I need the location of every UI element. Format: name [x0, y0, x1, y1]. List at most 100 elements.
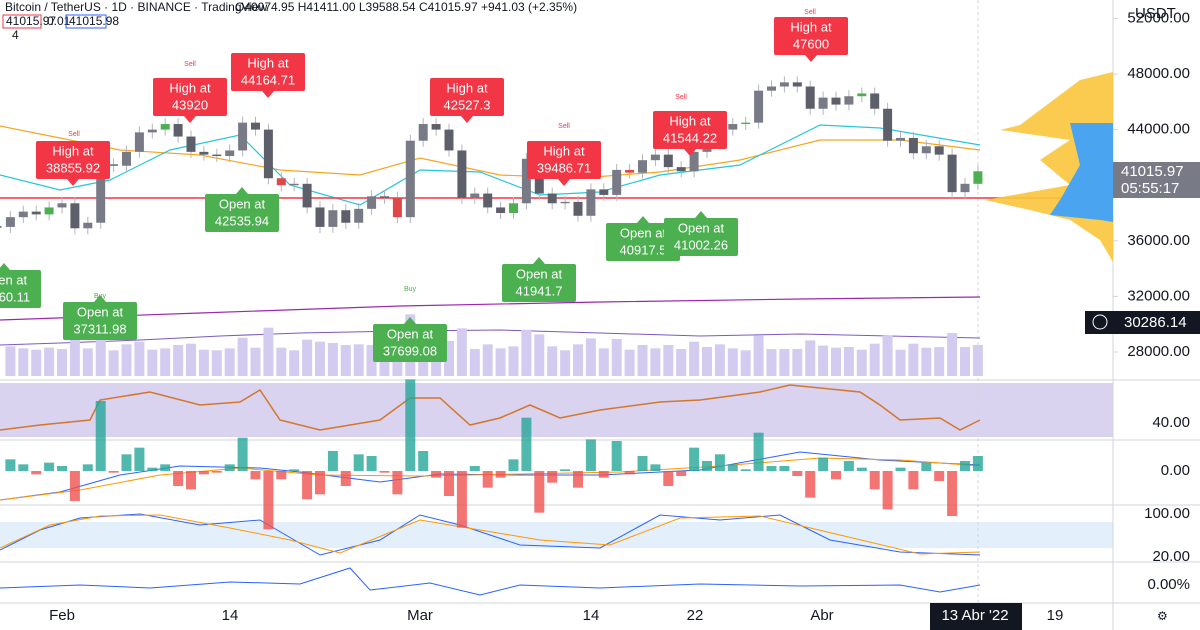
- volume-bar: [921, 347, 932, 376]
- annotation-text: Open at: [387, 326, 434, 341]
- annotation-text: 41941.7: [516, 283, 563, 298]
- volume-bar: [302, 339, 313, 376]
- volume-bar: [676, 349, 687, 376]
- signal: Sell: [558, 123, 570, 130]
- annotation-pointer: [94, 295, 106, 302]
- y-tick-label: 32000.00: [1127, 287, 1190, 304]
- macd-bar: [198, 471, 209, 475]
- annotation-box: [502, 264, 576, 302]
- candle: [263, 129, 273, 179]
- volume-bar: [637, 345, 648, 376]
- candle: [663, 154, 673, 168]
- x-tick-label: 19: [1047, 607, 1064, 624]
- macd-bar: [82, 464, 93, 471]
- macd-bar: [5, 459, 16, 471]
- macd-bar: [134, 447, 145, 471]
- candle: [805, 86, 815, 109]
- volume-bar: [82, 348, 93, 376]
- candle: [380, 196, 389, 198]
- macd-bar: [972, 456, 983, 471]
- macd-bar: [585, 439, 596, 471]
- candle: [728, 124, 738, 130]
- volume-ma: [0, 329, 981, 346]
- candle: [251, 122, 260, 130]
- volume-bar: [689, 341, 700, 376]
- candle: [521, 158, 531, 204]
- annotation-text: High at: [446, 80, 488, 95]
- candle: [792, 82, 802, 87]
- annotation-text: Open at: [516, 266, 563, 281]
- volume-bar: [495, 348, 506, 376]
- last-price-box: [1113, 162, 1200, 198]
- bid: 41015.97: [6, 14, 56, 28]
- spread: 0.01: [47, 14, 71, 28]
- signal: Sell: [675, 94, 687, 101]
- candle: [973, 171, 983, 184]
- y-tick-label: 28000.00: [1127, 343, 1190, 360]
- annotation-text: 40917.5: [620, 242, 667, 257]
- macd-bar: [908, 471, 919, 490]
- indicator-tick-label: 100.00: [1144, 505, 1190, 522]
- candle: [238, 122, 248, 151]
- x-tick-label: 13 Abr '22: [941, 607, 1008, 624]
- candle: [612, 169, 622, 195]
- volume-bar: [908, 343, 919, 376]
- volume-bar: [727, 348, 738, 376]
- candle: [676, 167, 686, 172]
- annotation-text: 38855.92: [46, 160, 100, 175]
- candle: [547, 193, 557, 204]
- volume-bar: [611, 339, 622, 376]
- candle: [960, 183, 970, 193]
- macd-bar: [315, 471, 325, 495]
- volume-bar: [327, 343, 338, 376]
- candle: [883, 108, 893, 141]
- stoch-band: [0, 522, 1113, 548]
- macd-bar: [237, 437, 248, 471]
- macd-bar: [469, 466, 480, 471]
- macd-bar: [676, 471, 687, 476]
- signal: Sell: [804, 9, 816, 16]
- volume-bar: [960, 347, 970, 376]
- annotation-pointer: [0, 263, 10, 270]
- candle: [896, 137, 905, 141]
- candle: [934, 146, 944, 155]
- volume-bar: [121, 344, 132, 376]
- volume-bar: [18, 348, 29, 376]
- macd-bar: [869, 471, 880, 490]
- volume-bar: [44, 347, 55, 376]
- y-tick-label: 48000.00: [1127, 65, 1190, 82]
- macd-bar: [947, 471, 958, 516]
- bid-box: [2, 14, 42, 29]
- macd-bar: [379, 471, 390, 473]
- candle: [212, 154, 222, 157]
- annotation-text: Open at: [219, 196, 266, 211]
- crosshair-price: 30286.14: [1124, 314, 1187, 331]
- candle: [341, 210, 351, 223]
- candle: [908, 137, 918, 154]
- macd-bar: [843, 461, 854, 471]
- candle: [367, 196, 377, 209]
- candle: [431, 124, 441, 130]
- annotation-text: 41160.11: [0, 289, 30, 304]
- volume-bar: [353, 344, 364, 376]
- countdown: 05:55:17: [1121, 180, 1179, 197]
- volume-bar: [714, 344, 725, 376]
- candle: [921, 146, 931, 154]
- rsi-band: [0, 383, 1113, 437]
- volume-bar: [469, 349, 480, 376]
- macd-bar: [289, 469, 300, 471]
- ma-50: [0, 125, 981, 179]
- candle: [289, 183, 299, 186]
- settings: ⚙: [1157, 609, 1168, 623]
- macd-bar: [44, 462, 55, 471]
- volume-bar: [456, 328, 467, 376]
- annotation-text: Open at: [77, 304, 124, 319]
- volume-bar: [147, 349, 158, 376]
- volume-bar: [186, 343, 196, 376]
- macd-bar: [921, 462, 932, 471]
- annotation-text: High at: [669, 113, 711, 128]
- macd-bar: [250, 471, 261, 480]
- volume-bar: [263, 327, 274, 376]
- annotation-text: High at: [790, 19, 832, 34]
